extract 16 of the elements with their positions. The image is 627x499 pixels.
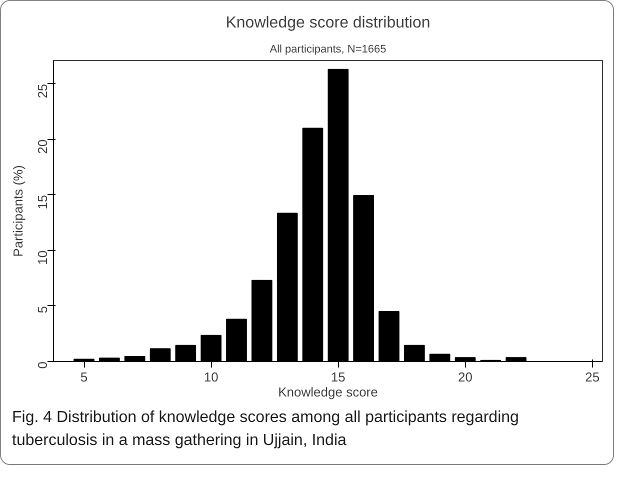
chart-title: Knowledge score distribution xyxy=(226,14,430,32)
y-tick-label: 20 xyxy=(35,139,50,154)
x-tick-label: 15 xyxy=(330,370,346,384)
x-tick-label: 25 xyxy=(585,370,600,384)
caption: Fig. 4 Distribution of knowledge scores among all participants regarding tuberculosis in a mass gathering in Ujjain, India xyxy=(12,408,520,451)
y-tick-label: 25 xyxy=(35,84,50,98)
x-tick-label: 20 xyxy=(458,370,472,384)
chart-subtitle: All participants, N=1665 xyxy=(270,44,386,56)
x-tick-label: 10 xyxy=(204,370,218,384)
x-axis-title: Knowledge score xyxy=(278,384,378,400)
y-tick-label: 10 xyxy=(35,250,50,265)
y-axis-title: Participants (%) xyxy=(10,165,26,257)
y-tick-label: 15 xyxy=(35,194,50,210)
y-tick-label: 0 xyxy=(35,361,50,369)
y-tick-label: 5 xyxy=(35,306,50,314)
x-tick-label: 5 xyxy=(80,370,88,384)
